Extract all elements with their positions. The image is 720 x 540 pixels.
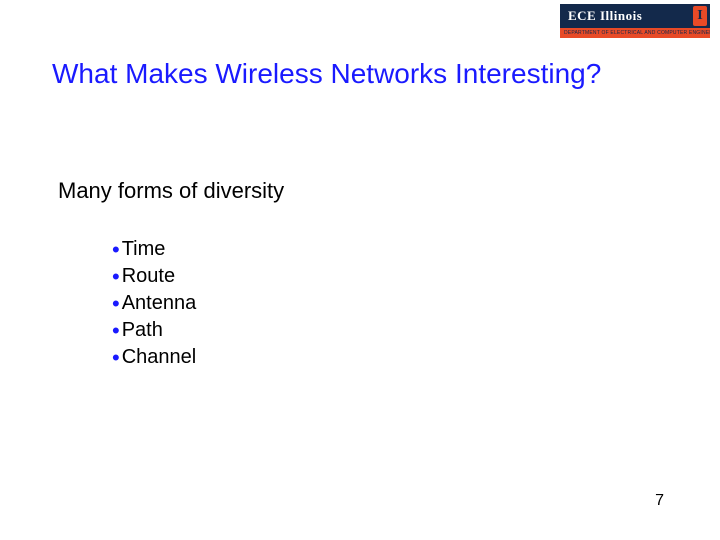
logo-top-bar: ECE Illinois	[560, 4, 710, 28]
bullet-text: Channel	[122, 344, 197, 371]
bullet-list: •Time•Route•Antenna•Path•Channel	[112, 236, 196, 371]
bullet-dot-icon: •	[112, 347, 120, 369]
bullet-dot-icon: •	[112, 239, 120, 261]
slide-title: What Makes Wireless Networks Interesting…	[52, 58, 601, 90]
bullet-item: •Route	[112, 263, 196, 290]
bullet-item: •Channel	[112, 344, 196, 371]
illinois-i-icon	[693, 6, 707, 26]
bullet-item: •Time	[112, 236, 196, 263]
bullet-dot-icon: •	[112, 266, 120, 288]
ece-illinois-logo: ECE Illinois DEPARTMENT OF ELECTRICAL AN…	[560, 4, 710, 40]
bullet-item: •Antenna	[112, 290, 196, 317]
bullet-dot-icon: •	[112, 320, 120, 342]
slide: ECE Illinois DEPARTMENT OF ELECTRICAL AN…	[0, 0, 720, 540]
bullet-dot-icon: •	[112, 293, 120, 315]
bullet-text: Path	[122, 317, 163, 344]
logo-subtext: DEPARTMENT OF ELECTRICAL AND COMPUTER EN…	[560, 28, 710, 38]
bullet-item: •Path	[112, 317, 196, 344]
page-number: 7	[655, 492, 664, 510]
bullet-text: Time	[122, 236, 166, 263]
bullet-text: Route	[122, 263, 175, 290]
bullet-text: Antenna	[122, 290, 197, 317]
logo-brand-text: ECE Illinois	[568, 8, 642, 24]
slide-subtitle: Many forms of diversity	[58, 178, 284, 204]
